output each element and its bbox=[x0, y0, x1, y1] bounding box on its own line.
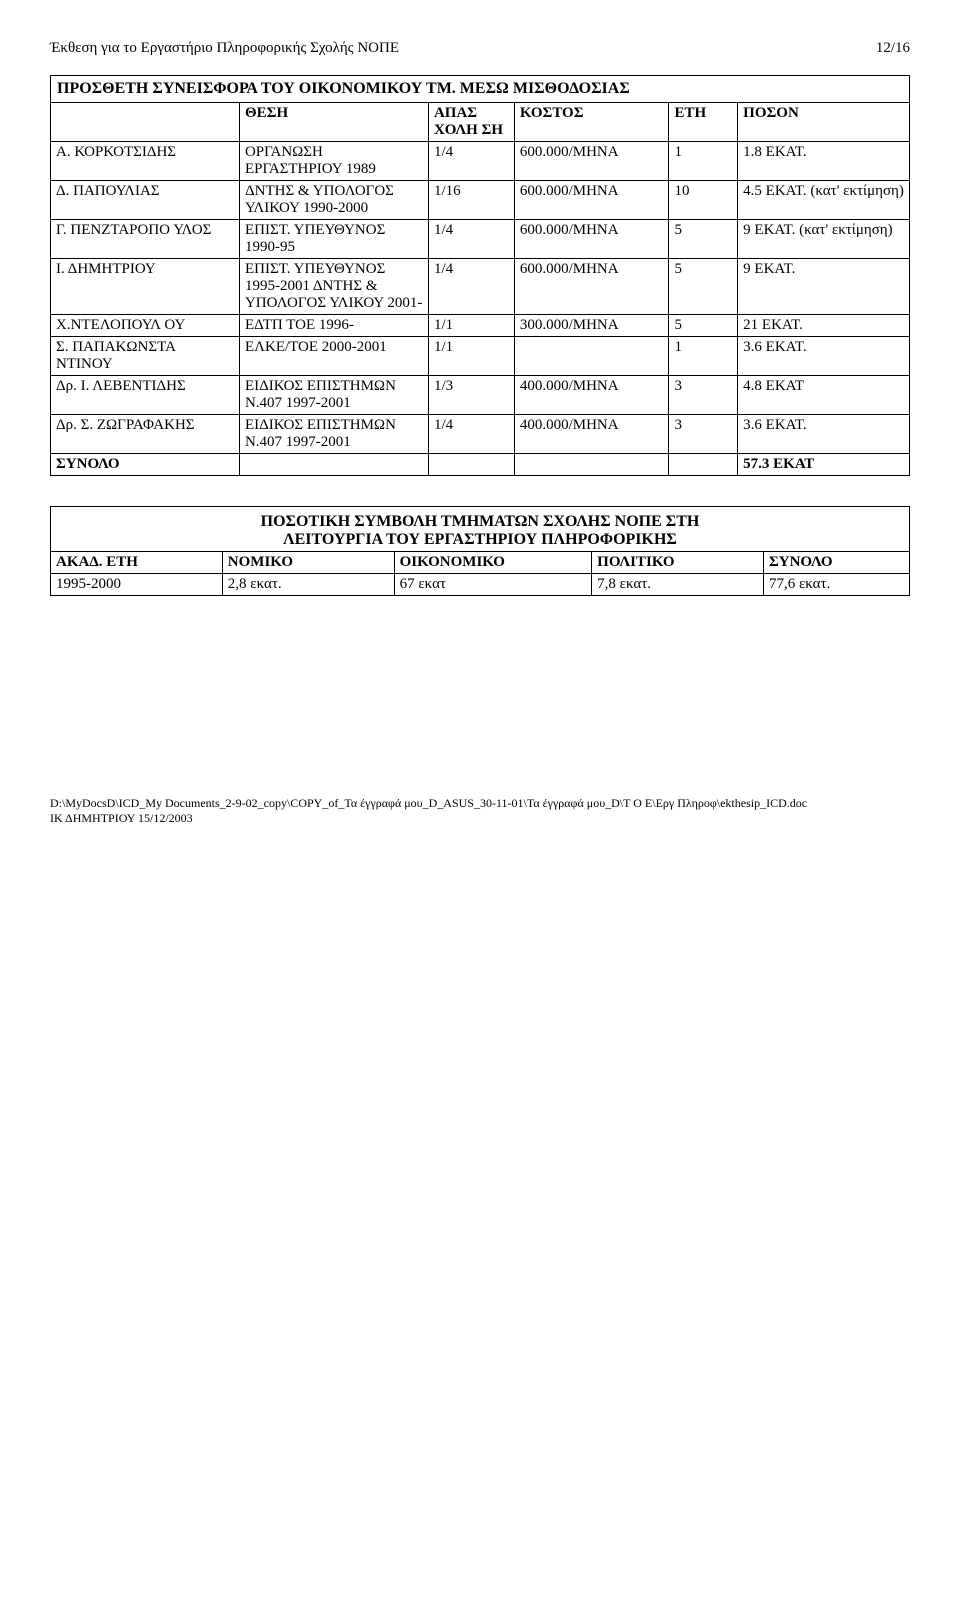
table1-col-2: ΑΠΑΣ ΧΟΛΗ ΣΗ bbox=[428, 103, 514, 142]
table1-col-3: ΚΟΣΤΟΣ bbox=[514, 103, 669, 142]
table1-title: ΠΡΟΣΘΕΤΗ ΣΥΝΕΙΣΦΟΡΑ ΤΟΥ ΟΙΚΟΝΟΜΙΚΟΥ ΤΜ. … bbox=[51, 76, 910, 103]
table2-col-1: ΝΟΜΙΚΟ bbox=[222, 552, 394, 574]
table-row: Δρ. Ι. ΛΕΒΕΝΤΙΔΗΣΕΙΔΙΚΟΣ ΕΠΙΣΤΗΜΩΝ Ν.407… bbox=[51, 376, 910, 415]
table-row: Δ. ΠΑΠΟΥΛΙΑΣΔΝΤΗΣ & ΥΠΟΛΟΓΟΣ ΥΛΙΚΟΥ 1990… bbox=[51, 181, 910, 220]
footer-date: ΙΚ ΔΗΜΗΤΡΙΟΥ 15/12/2003 bbox=[50, 811, 910, 826]
page-footer: D:\MyDocsD\ICD_My Documents_2-9-02_copy\… bbox=[50, 796, 910, 826]
table2-col-0: ΑΚΑΔ. ΕΤΗ bbox=[51, 552, 223, 574]
table1-total-row: ΣΥΝΟΛΟ 57.3 ΕΚΑΤ bbox=[51, 454, 910, 476]
total-label: ΣΥΝΟΛΟ bbox=[51, 454, 240, 476]
table1-col-1: ΘΕΣΗ bbox=[239, 103, 428, 142]
table1-col-4: ΕΤΗ bbox=[669, 103, 738, 142]
summary-table: ΠΟΣΟΤΙΚΗ ΣΥΜΒΟΛΗ ΤΜΗΜΑΤΩΝ ΣΧΟΛΗΣ ΝΟΠΕ ΣΤ… bbox=[50, 506, 910, 596]
table1-col-5: ΠΟΣΟΝ bbox=[738, 103, 910, 142]
table-row: Γ. ΠΕΝΖΤΑΡΟΠΟ ΥΛΟΣΕΠΙΣΤ. ΥΠΕΥΘΥΝΟΣ 1990-… bbox=[51, 220, 910, 259]
table2-col-4: ΣΥΝΟΛΟ bbox=[763, 552, 909, 574]
table-row: Ι. ΔΗΜΗΤΡΙΟΥΕΠΙΣΤ. ΥΠΕΥΘΥΝΟΣ 1995-2001 Δ… bbox=[51, 259, 910, 315]
table-row: Σ. ΠΑΠΑΚΩΝΣΤΑ ΝΤΙΝΟΥΕΛΚΕ/ΤΟΕ 2000-20011/… bbox=[51, 337, 910, 376]
table1-header-row: ΘΕΣΗΑΠΑΣ ΧΟΛΗ ΣΗΚΟΣΤΟΣΕΤΗΠΟΣΟΝ bbox=[51, 103, 910, 142]
table2-title: ΠΟΣΟΤΙΚΗ ΣΥΜΒΟΛΗ ΤΜΗΜΑΤΩΝ ΣΧΟΛΗΣ ΝΟΠΕ ΣΤ… bbox=[51, 507, 910, 552]
table-row: Α. ΚΟΡΚΟΤΣΙΔΗΣΟΡΓΑΝΩΣΗ ΕΡΓΑΣΤΗΡΙΟΥ 19891… bbox=[51, 142, 910, 181]
table2-col-2: ΟΙΚΟΝΟΜΙΚΟ bbox=[394, 552, 592, 574]
table2-col-3: ΠΟΛΙΤΙΚΟ bbox=[592, 552, 764, 574]
header-left: Έκθεση για το Εργαστήριο Πληροφορικής Σχ… bbox=[50, 40, 399, 57]
table2-header-row: ΑΚΑΔ. ΕΤΗΝΟΜΙΚΟΟΙΚΟΝΟΜΙΚΟΠΟΛΙΤΙΚΟΣΥΝΟΛΟ bbox=[51, 552, 910, 574]
table-row: Δρ. Σ. ΖΩΓΡΑΦΑΚΗΣΕΙΔΙΚΟΣ ΕΠΙΣΤΗΜΩΝ Ν.407… bbox=[51, 415, 910, 454]
header-right: 12/16 bbox=[876, 40, 910, 57]
total-value: 57.3 ΕΚΑΤ bbox=[738, 454, 910, 476]
footer-path: D:\MyDocsD\ICD_My Documents_2-9-02_copy\… bbox=[50, 796, 910, 811]
table1-col-0 bbox=[51, 103, 240, 142]
table-row: Χ.ΝΤΕΛΟΠΟΥΛ ΟΥΕΔΤΠ ΤΟΕ 1996-1/1300.000/Μ… bbox=[51, 315, 910, 337]
contribution-table: ΠΡΟΣΘΕΤΗ ΣΥΝΕΙΣΦΟΡΑ ΤΟΥ ΟΙΚΟΝΟΜΙΚΟΥ ΤΜ. … bbox=[50, 75, 910, 476]
table-row: 1995-20002,8 εκατ.67 εκατ7,8 εκατ.77,6 ε… bbox=[51, 574, 910, 596]
page-header: Έκθεση για το Εργαστήριο Πληροφορικής Σχ… bbox=[50, 40, 910, 57]
